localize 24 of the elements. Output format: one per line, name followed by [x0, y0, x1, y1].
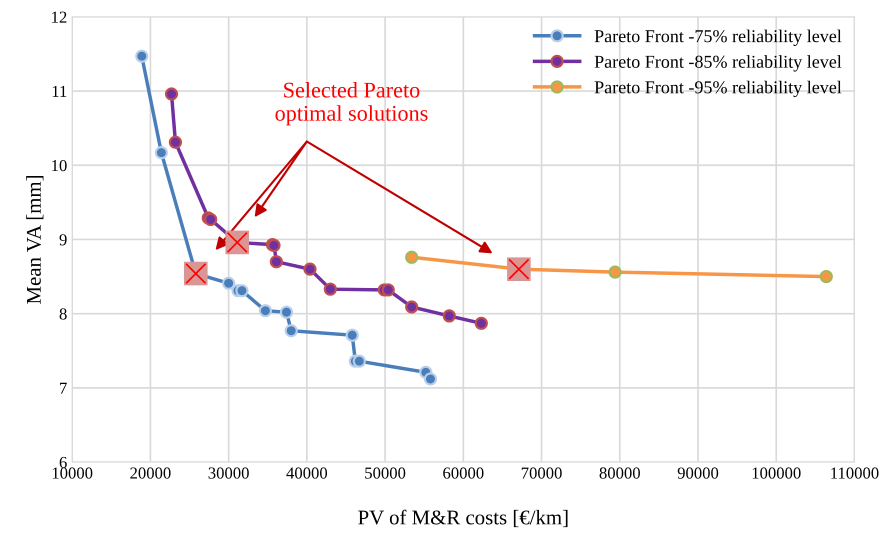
- y-tick-label: 9: [60, 234, 67, 246]
- legend-label: Pareto Front -75% reliability level: [594, 30, 842, 46]
- x-tick-label: 90000: [678, 467, 718, 479]
- x-axis-title: PV of M&R costs [€/km]: [358, 510, 568, 528]
- legend-label: Pareto Front -85% reliability level: [594, 55, 842, 72]
- x-tick-label: 100000: [752, 467, 801, 479]
- y-tick-label: 6: [60, 456, 67, 468]
- x-tick-label: 40000: [286, 467, 328, 479]
- x-tick-label: 110000: [831, 467, 879, 479]
- x-tick-label: 70000: [522, 467, 562, 479]
- annotation: Selected Pareto optimal solutions: [275, 82, 428, 126]
- y-tick-label: 7: [60, 382, 67, 394]
- y-axis-title: Mean VA [mm]: [26, 176, 44, 304]
- x-tick-label: 60000: [443, 467, 484, 479]
- x-tick-label: 80000: [600, 467, 640, 479]
- y-tick-label: 11: [52, 86, 66, 97]
- x-tick-label: 20000: [130, 467, 171, 479]
- x-tick-label: 10000: [52, 467, 92, 479]
- legend-label: Pareto Front -95% reliability level: [594, 80, 842, 98]
- y-tick-label: 8: [60, 308, 67, 320]
- x-tick-label: 50000: [365, 467, 406, 479]
- y-tick-label: 12: [52, 12, 66, 23]
- y-tick-label: 10: [52, 160, 67, 172]
- x-tick-label: 30000: [208, 467, 249, 479]
